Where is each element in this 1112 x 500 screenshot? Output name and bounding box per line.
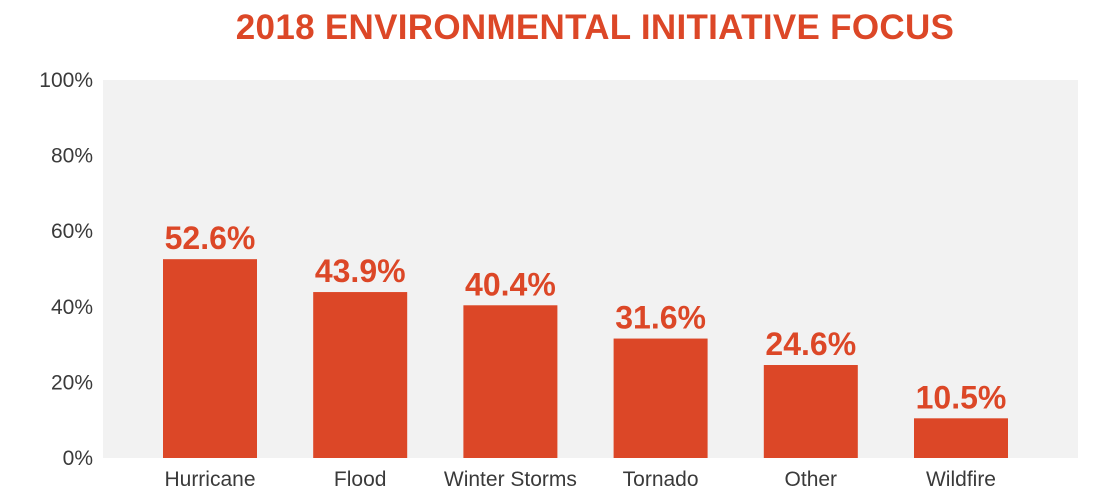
bar [763, 365, 858, 458]
data-labels-group: 52.6% 43.9% 40.4% 31.6% 24.6% 10.5% [165, 220, 1007, 415]
bars-group [163, 259, 1008, 458]
plot-area-background [103, 80, 1078, 458]
y-tick-label: 20% [51, 371, 93, 394]
y-tick-label: 60% [51, 220, 93, 243]
x-tick-label: Other [785, 468, 838, 491]
y-tick-label: 80% [51, 145, 93, 168]
x-tick-label: Flood [334, 468, 387, 491]
x-tick-label: Wildfire [926, 468, 996, 491]
bar-value-label: 10.5% [916, 379, 1007, 415]
bar-value-label: 52.6% [165, 220, 256, 256]
bar-value-label: 40.4% [465, 266, 556, 302]
y-tick-label: 40% [51, 296, 93, 319]
bar-value-label: 31.6% [615, 300, 706, 336]
bar [463, 305, 558, 458]
x-tick-label: Hurricane [164, 468, 255, 491]
x-tick-label: Winter Storms [444, 468, 577, 491]
bar [313, 292, 408, 458]
y-tick-label: 100% [39, 69, 93, 92]
y-axis: 0% 20% 40% 60% 80% 100% [39, 69, 93, 470]
bar-value-label: 24.6% [765, 326, 856, 362]
bar [613, 338, 708, 458]
chart-title: 2018 ENVIRONMENTAL INITIATIVE FOCUS [235, 8, 955, 47]
x-axis: Hurricane Flood Winter Storms Tornado Other W… [164, 468, 996, 491]
x-tick-label: Tornado [623, 468, 699, 491]
bar-value-label: 43.9% [315, 253, 406, 289]
bar [163, 259, 257, 458]
y-tick-label: 0% [63, 447, 93, 470]
bar [914, 418, 1008, 458]
